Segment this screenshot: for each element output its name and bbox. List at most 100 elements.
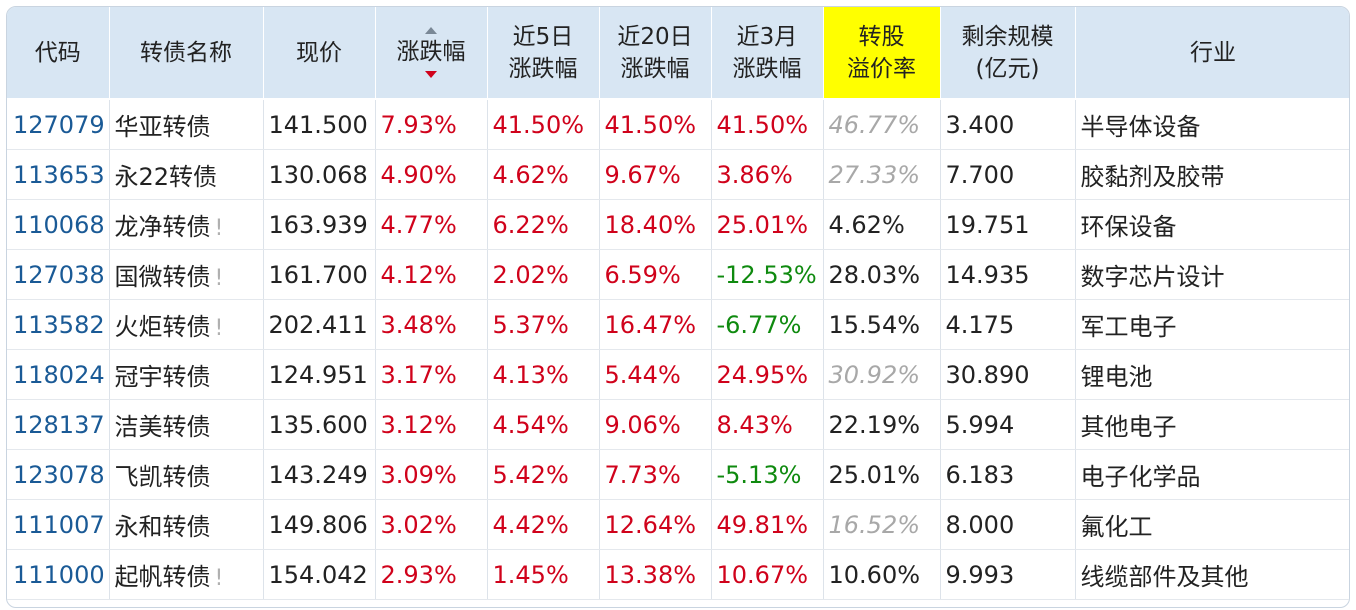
- code-value: 127079: [13, 110, 105, 139]
- column-header-industry[interactable]: 行业: [1075, 7, 1349, 100]
- table-row[interactable]: 118024 冠宇转债 124.951 3.17% 4.13% 5.44% 24.95% 30…: [7, 349, 1349, 400]
- cell-code[interactable]: 128137: [7, 399, 110, 450]
- cell-d20: 13.38%: [599, 549, 712, 600]
- cell-m3: 3.86%: [711, 149, 824, 200]
- change-value: 2.93%: [380, 560, 457, 589]
- cell-price: 130.068: [263, 149, 376, 200]
- table-row[interactable]: 128137 洁美转债 135.600 3.12% 4.54% 9.06% 8.43% 22.…: [7, 399, 1349, 450]
- premium-value: 28.03%: [828, 260, 921, 289]
- column-header-size[interactable]: 剩余规模 (亿元): [940, 7, 1076, 100]
- warning-icon: !: [214, 316, 224, 341]
- column-header-name[interactable]: 转债名称: [109, 7, 264, 100]
- column-header-m3[interactable]: 近3月 涨跌幅: [711, 7, 824, 100]
- cell-code[interactable]: 113582: [7, 299, 110, 350]
- cell-name[interactable]: 永和转债: [109, 499, 264, 550]
- cell-industry: 胶黏剂及胶带: [1075, 149, 1349, 200]
- cell-d5: 1.45%: [487, 549, 600, 600]
- name-value: 飞凯转债: [114, 463, 211, 491]
- cell-d5: 4.62%: [487, 149, 600, 200]
- price-value: 130.068: [268, 160, 368, 189]
- cell-name[interactable]: 华亚转债: [109, 99, 264, 150]
- cell-name[interactable]: 洁美转债: [109, 399, 264, 450]
- premium-value: 15.54%: [828, 310, 921, 339]
- warning-icon: !: [214, 566, 224, 591]
- column-header-price[interactable]: 现价: [263, 7, 376, 100]
- size-value: 9.993: [945, 560, 1015, 589]
- column-header-premium[interactable]: 转股 溢价率: [823, 7, 941, 100]
- column-header-change[interactable]: 涨跌幅: [375, 7, 488, 100]
- d20-value: 16.47%: [604, 310, 697, 339]
- d20-value: 18.40%: [604, 210, 697, 239]
- size-value: 4.175: [945, 310, 1015, 339]
- cell-name[interactable]: 永22转债: [109, 149, 264, 200]
- column-header-code[interactable]: 代码: [7, 7, 110, 100]
- table-row[interactable]: 110068 龙净转债! 163.939 4.77% 6.22% 18.40% 25.01%…: [7, 199, 1349, 250]
- column-header-label: 转债名称: [140, 39, 232, 66]
- change-value: 4.90%: [380, 160, 457, 189]
- cell-name[interactable]: 火炬转债!: [109, 299, 264, 350]
- cell-name[interactable]: 冠宇转债: [109, 349, 264, 400]
- column-header-d5[interactable]: 近5日 涨跌幅: [487, 7, 600, 100]
- table-row[interactable]: 111000 起帆转债! 154.042 2.93% 1.45% 13.38% 10.67%…: [7, 549, 1349, 600]
- change-value: 3.17%: [380, 360, 457, 389]
- cell-m3: 25.01%: [711, 199, 824, 250]
- table-row[interactable]: 113582 火炬转债! 202.411 3.48% 5.37% 16.47% -6.77%…: [7, 299, 1349, 350]
- cell-name[interactable]: 飞凯转债: [109, 449, 264, 500]
- industry-value: 锂电池: [1080, 363, 1153, 391]
- table-row[interactable]: 127038 国微转债! 161.700 4.12% 2.02% 6.59% -12.53%…: [7, 249, 1349, 300]
- cell-code[interactable]: 113653: [7, 149, 110, 200]
- column-header-label: 涨跌幅: [396, 39, 466, 65]
- premium-value: 22.19%: [828, 410, 921, 439]
- cell-price: 143.249: [263, 449, 376, 500]
- size-value: 3.400: [945, 110, 1015, 139]
- table-row[interactable]: 111007 永和转债 149.806 3.02% 4.42% 12.64% 49.81% 1…: [7, 499, 1349, 550]
- cell-d20: 12.64%: [599, 499, 712, 550]
- cell-code[interactable]: 111000: [7, 549, 110, 600]
- cell-name[interactable]: 龙净转债!: [109, 199, 264, 250]
- cell-size: 7.700: [940, 149, 1076, 200]
- table-row[interactable]: 113653 永22转债 130.068 4.90% 4.62% 9.67% 3.86% 27…: [7, 149, 1349, 200]
- cell-industry: 线缆部件及其他: [1075, 549, 1349, 600]
- cell-code[interactable]: 118024: [7, 349, 110, 400]
- cell-price: 202.411: [263, 299, 376, 350]
- m3-value: -5.13%: [716, 460, 802, 489]
- cell-name[interactable]: 国微转债!: [109, 249, 264, 300]
- cell-price: 141.500: [263, 99, 376, 150]
- industry-value: 氟化工: [1080, 513, 1153, 541]
- cell-change: 7.93%: [375, 99, 488, 150]
- sort-up-icon: [425, 27, 437, 34]
- cell-industry: 锂电池: [1075, 349, 1349, 400]
- change-value: 7.93%: [380, 110, 457, 139]
- column-header-label: 转股 溢价率: [847, 23, 916, 82]
- cell-premium: 16.52%: [823, 499, 941, 550]
- m3-value: 49.81%: [716, 510, 809, 539]
- m3-value: -6.77%: [716, 310, 802, 339]
- column-header-d20[interactable]: 近20日 涨跌幅: [599, 7, 712, 100]
- table-row[interactable]: 127079 华亚转债 141.500 7.93% 41.50% 41.50% 41.50%…: [7, 99, 1349, 150]
- code-value: 113653: [13, 160, 105, 189]
- d5-value: 2.02%: [492, 260, 569, 289]
- column-header-label: 剩余规模 (亿元): [961, 23, 1054, 82]
- cell-industry: 环保设备: [1075, 199, 1349, 250]
- cell-name[interactable]: 起帆转债!: [109, 549, 264, 600]
- price-value: 149.806: [268, 510, 368, 539]
- name-value: 龙净转债: [114, 213, 211, 241]
- code-value: 123078: [13, 460, 105, 489]
- cell-code[interactable]: 123078: [7, 449, 110, 500]
- cell-code[interactable]: 127038: [7, 249, 110, 300]
- cell-code[interactable]: 111007: [7, 499, 110, 550]
- size-value: 14.935: [945, 260, 1030, 289]
- cell-code[interactable]: 127079: [7, 99, 110, 150]
- cell-size: 14.935: [940, 249, 1076, 300]
- cell-code[interactable]: 110068: [7, 199, 110, 250]
- table-row[interactable]: 123078 飞凯转债 143.249 3.09% 5.42% 7.73% -5.13% 25…: [7, 449, 1349, 500]
- d5-value: 4.54%: [492, 410, 569, 439]
- premium-value: 16.52%: [828, 510, 921, 539]
- column-header-label: 近3月 涨跌幅: [732, 23, 802, 82]
- m3-value: 24.95%: [716, 360, 809, 389]
- industry-value: 线缆部件及其他: [1080, 563, 1249, 591]
- size-value: 6.183: [945, 460, 1015, 489]
- name-value: 起帆转债: [114, 563, 211, 591]
- cell-size: 30.890: [940, 349, 1076, 400]
- cell-size: 8.000: [940, 499, 1076, 550]
